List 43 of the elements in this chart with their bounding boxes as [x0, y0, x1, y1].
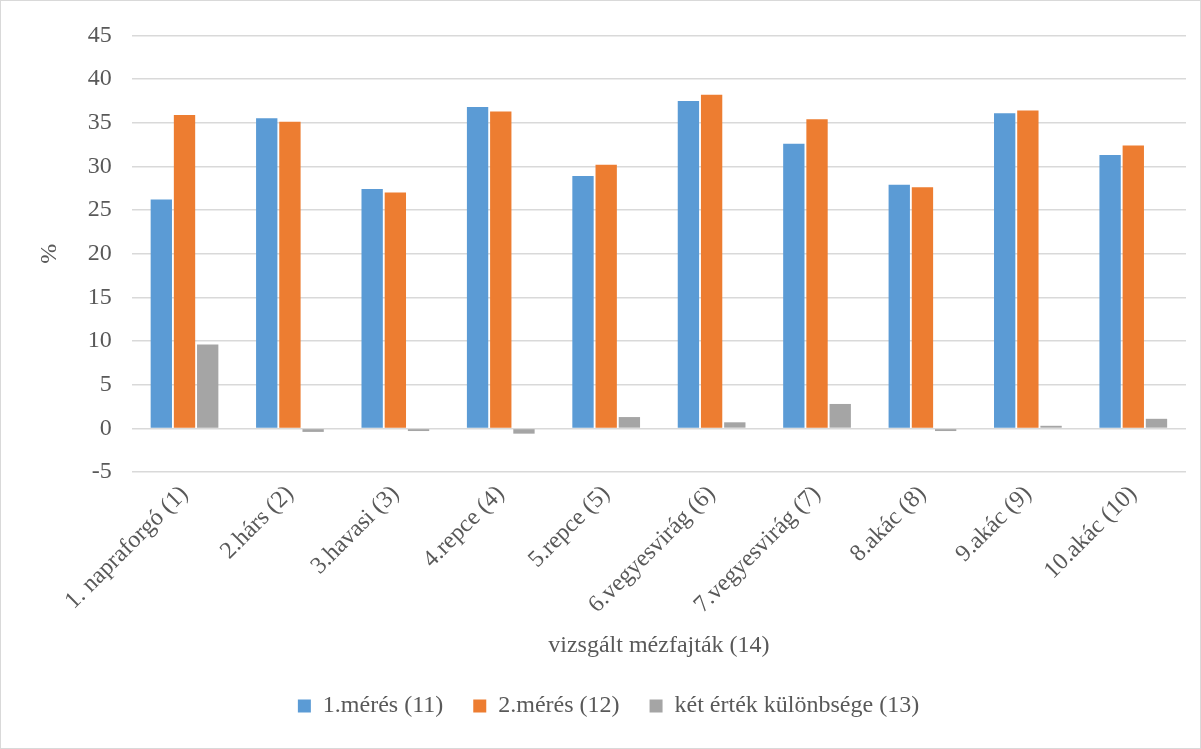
y-tick-label: 10: [87, 326, 112, 353]
y-tick-label: 35: [87, 108, 112, 135]
y-tick-label: 45: [87, 20, 112, 47]
y-tick-label: 40: [87, 64, 112, 91]
bar: [256, 118, 278, 428]
y-tick-label: 20: [87, 239, 112, 266]
x-axis-title: vizsgált mézfajták (14): [548, 630, 770, 657]
bar: [173, 114, 196, 428]
legend-label: két érték különbsége (13): [674, 691, 920, 718]
y-tick-label: -5: [91, 457, 112, 484]
y-axis-title: %: [34, 243, 61, 264]
y-tick-label: 25: [87, 195, 112, 222]
bar: [361, 189, 383, 428]
bar: [618, 417, 641, 428]
bar: [1017, 110, 1039, 428]
legend-label: 1.mérés (11): [322, 691, 444, 718]
bar: [783, 143, 805, 428]
bar: [677, 100, 700, 428]
y-tick-label: 5: [99, 370, 112, 397]
bar: [302, 429, 324, 432]
y-tick-label: 30: [87, 151, 112, 178]
bar: [994, 113, 1016, 428]
bar: [384, 192, 407, 428]
bar: [279, 121, 301, 428]
bar: [572, 176, 594, 428]
bar: [466, 107, 489, 428]
bar: [1122, 145, 1144, 428]
y-tick-label: 0: [99, 413, 112, 440]
y-tick-label: 15: [87, 282, 112, 309]
bar: [150, 199, 172, 428]
bar: [197, 344, 219, 428]
bar: [724, 422, 746, 428]
bar: [595, 164, 617, 428]
bar: [911, 187, 934, 428]
legend-label: 2.mérés (12): [498, 691, 620, 718]
bar: [888, 184, 910, 428]
bar: [513, 429, 535, 434]
bar: [1099, 155, 1121, 428]
bar: [700, 94, 723, 428]
bar: [829, 403, 851, 428]
bar: [490, 111, 512, 428]
bar: [1145, 418, 1168, 428]
bar: [806, 119, 828, 428]
